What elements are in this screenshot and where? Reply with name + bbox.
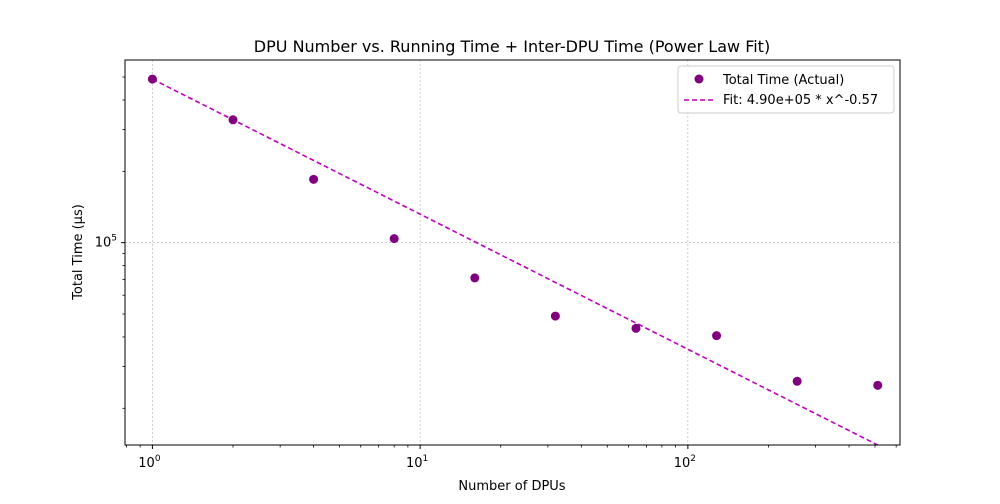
scatter-point — [712, 331, 722, 341]
legend-scatter-marker — [694, 74, 704, 84]
scatter-point — [873, 380, 883, 390]
scatter-point — [470, 273, 480, 283]
major-tick-layer: 100 101 102 105 — [95, 234, 696, 471]
scatter-point — [550, 311, 560, 321]
grid-layer — [125, 60, 900, 445]
scatter-point — [228, 115, 238, 125]
x-tick-label: 101 — [406, 454, 428, 471]
y-tick-label: 105 — [95, 234, 117, 251]
scatter-point — [631, 323, 641, 333]
series-layer — [147, 74, 883, 446]
x-axis-label: Number of DPUs — [458, 479, 565, 494]
scatter-point — [309, 174, 319, 184]
legend-label-fit: Fit: 4.90e+05 * x^-0.57 — [723, 93, 878, 108]
x-tick-label: 100 — [138, 454, 161, 471]
y-axis-label: Total Time (µs) — [71, 204, 86, 301]
legend-box — [677, 65, 895, 114]
chart-title: DPU Number vs. Running Time + Inter-DPU … — [254, 37, 770, 56]
scatter-point — [389, 234, 399, 244]
scatter-point — [792, 376, 802, 386]
x-tick-label: 102 — [674, 454, 696, 471]
legend-label-actual: Total Time (Actual) — [722, 73, 844, 88]
legend: Total Time (Actual) Fit: 4.90e+05 * x^-0… — [677, 65, 895, 114]
scatter-point — [147, 74, 157, 84]
plot-frame — [124, 59, 901, 446]
